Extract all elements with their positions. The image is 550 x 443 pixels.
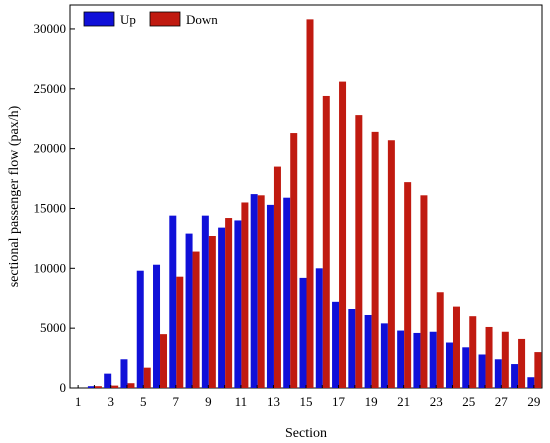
bar-up-section-6 xyxy=(153,264,161,388)
bar-up-section-13 xyxy=(266,204,274,388)
bar-down-section-19 xyxy=(371,131,379,388)
x-tick-label: 29 xyxy=(527,394,540,409)
bar-up-section-22 xyxy=(413,332,421,388)
bar-up-section-3 xyxy=(104,373,112,388)
legend-swatch-up xyxy=(83,11,115,27)
bar-down-section-21 xyxy=(404,182,412,388)
bar-down-section-24 xyxy=(452,306,460,388)
bar-up-section-19 xyxy=(364,314,372,388)
bar-up-section-16 xyxy=(315,268,323,388)
bar-up-section-2 xyxy=(87,386,95,388)
legend-swatch-down xyxy=(149,11,181,27)
bar-down-section-13 xyxy=(273,166,281,388)
y-tick-label: 30000 xyxy=(34,21,67,36)
bar-down-section-28 xyxy=(518,338,526,388)
x-tick-label: 13 xyxy=(267,394,280,409)
x-tick-label: 7 xyxy=(173,394,180,409)
bar-down-section-18 xyxy=(355,115,363,389)
bar-up-section-17 xyxy=(332,301,340,388)
x-tick-label: 19 xyxy=(365,394,378,409)
y-tick-label: 0 xyxy=(60,380,67,395)
x-tick-label: 25 xyxy=(462,394,475,409)
x-tick-label: 11 xyxy=(235,394,248,409)
bar-up-section-26 xyxy=(478,354,486,388)
bar-down-section-9 xyxy=(208,235,216,388)
bars xyxy=(87,19,542,389)
y-tick-label: 10000 xyxy=(34,260,67,275)
y-tick-label: 25000 xyxy=(34,81,67,96)
legend-label-up: Up xyxy=(120,12,136,27)
x-tick-label: 1 xyxy=(75,394,82,409)
bar-up-section-7 xyxy=(169,215,177,388)
bar-down-section-29 xyxy=(534,352,542,388)
bar-up-section-15 xyxy=(299,277,307,388)
x-tick-label: 15 xyxy=(300,394,313,409)
x-tick-label: 21 xyxy=(397,394,410,409)
bar-up-section-12 xyxy=(250,194,258,388)
bar-down-section-8 xyxy=(192,251,200,388)
x-tick-label: 3 xyxy=(107,394,114,409)
x-tick-label: 9 xyxy=(205,394,212,409)
x-tick-label: 27 xyxy=(495,394,509,409)
bar-up-section-21 xyxy=(397,330,405,388)
bar-down-section-14 xyxy=(290,133,298,388)
bar-up-section-5 xyxy=(136,270,144,388)
bar-up-section-25 xyxy=(462,347,470,388)
bar-down-section-12 xyxy=(257,195,265,388)
bar-up-section-8 xyxy=(185,233,193,388)
bar-down-section-26 xyxy=(485,326,493,388)
bar-down-section-10 xyxy=(225,218,233,388)
bar-down-section-16 xyxy=(322,95,330,389)
bar-down-section-3 xyxy=(111,385,119,388)
x-tick-label: 5 xyxy=(140,394,147,409)
bar-down-section-23 xyxy=(436,292,444,388)
bar-up-section-14 xyxy=(283,197,291,388)
bar-up-section-4 xyxy=(120,359,128,388)
x-tick-label: 17 xyxy=(332,394,346,409)
bar-up-section-9 xyxy=(201,215,209,388)
bar-down-section-4 xyxy=(127,383,135,388)
bar-down-section-22 xyxy=(420,195,428,388)
x-tick-label: 23 xyxy=(430,394,443,409)
bar-up-section-28 xyxy=(511,364,519,388)
y-axis-label: sectional passenger flow (pax/h) xyxy=(7,105,22,287)
bar-down-section-7 xyxy=(176,276,184,388)
bar-down-section-25 xyxy=(469,316,477,388)
y-tick-label: 15000 xyxy=(34,200,67,215)
bar-up-section-24 xyxy=(445,342,453,388)
bar-up-section-20 xyxy=(380,323,388,388)
bar-up-section-10 xyxy=(218,227,226,388)
y-tick-label: 5000 xyxy=(40,320,66,335)
bar-up-section-23 xyxy=(429,331,437,388)
x-axis-label: Section xyxy=(285,426,327,441)
bar-down-section-27 xyxy=(501,331,509,388)
bar-down-section-11 xyxy=(241,202,249,388)
bar-down-section-15 xyxy=(306,19,314,389)
legend: Up Down xyxy=(83,11,218,27)
y-tick-label: 20000 xyxy=(34,141,67,156)
bar-down-section-6 xyxy=(160,334,168,388)
bar-down-section-5 xyxy=(143,367,151,388)
bar-up-section-18 xyxy=(348,309,356,388)
legend-label-down: Down xyxy=(186,12,218,27)
bar-down-section-20 xyxy=(387,140,395,388)
bar-up-section-11 xyxy=(234,220,242,388)
bar-down-section-17 xyxy=(339,81,347,388)
bar-down-section-2 xyxy=(94,386,102,388)
bar-up-section-29 xyxy=(527,377,535,388)
bar-up-section-27 xyxy=(494,359,502,388)
